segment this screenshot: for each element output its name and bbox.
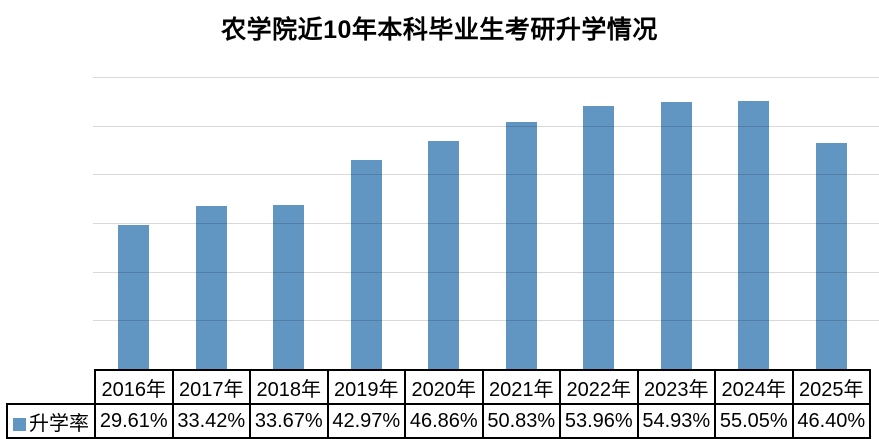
bar-2021年	[505, 121, 537, 369]
year-header-cell: 2018年	[249, 369, 329, 405]
legend-label: 升学率	[29, 412, 89, 435]
value-cell: 46.40%	[791, 403, 871, 439]
value-cell: 29.61%	[94, 403, 174, 439]
value-cell: 33.67%	[249, 403, 329, 439]
year-header-cell: 2022年	[559, 369, 639, 405]
value-cell: 55.05%	[714, 403, 794, 439]
year-header-cell: 2024年	[714, 369, 794, 405]
year-header-cell: 2020年	[404, 369, 484, 405]
bar-2020年	[428, 140, 460, 369]
value-cell: 33.42%	[171, 403, 251, 439]
value-cell: 54.93%	[636, 403, 716, 439]
chart-title: 农学院近10年本科毕业生考研升学情况	[221, 16, 658, 44]
value-cell: 50.83%	[481, 403, 561, 439]
year-header-cell: 2023年	[636, 369, 716, 405]
legend-cell: 升学率	[6, 403, 96, 439]
year-header-cell: 2021年	[481, 369, 561, 405]
legend-swatch-icon	[13, 417, 26, 431]
value-cell: 46.86%	[404, 403, 484, 439]
year-header-cell: 2016年	[94, 369, 174, 405]
year-header-row: 2016年 2017年 2018年 2019年 2020年 2021年 2022年 2023年…	[7, 369, 871, 405]
data-table: 2016年 2017年 2018年 2019年 2020年 2021年 2022年 2023年…	[6, 369, 871, 439]
year-header-cell: 2019年	[326, 369, 406, 405]
value-cell: 53.96%	[559, 403, 639, 439]
plot-area	[95, 77, 870, 369]
table-corner-spacer	[7, 370, 95, 404]
value-cell: 42.97%	[326, 403, 406, 439]
year-header-cell: 2025年	[791, 369, 871, 405]
bar-2018年	[273, 205, 305, 369]
bar-2019年	[350, 159, 382, 369]
table-body: 2016年 2017年 2018年 2019年 2020年 2021年 2022年 2023年…	[6, 369, 871, 439]
bar-2017年	[195, 206, 227, 369]
value-row: 升学率 29.61% 33.42% 33.67% 42.97% 46.86% 50.83% 5…	[6, 403, 871, 439]
year-header-cell: 2017年	[171, 369, 251, 405]
bar-2025年	[815, 143, 847, 369]
bar-2024年	[738, 101, 770, 369]
bar-2023年	[660, 101, 692, 369]
bar-2022年	[583, 106, 615, 369]
bar-2016年	[118, 224, 150, 369]
